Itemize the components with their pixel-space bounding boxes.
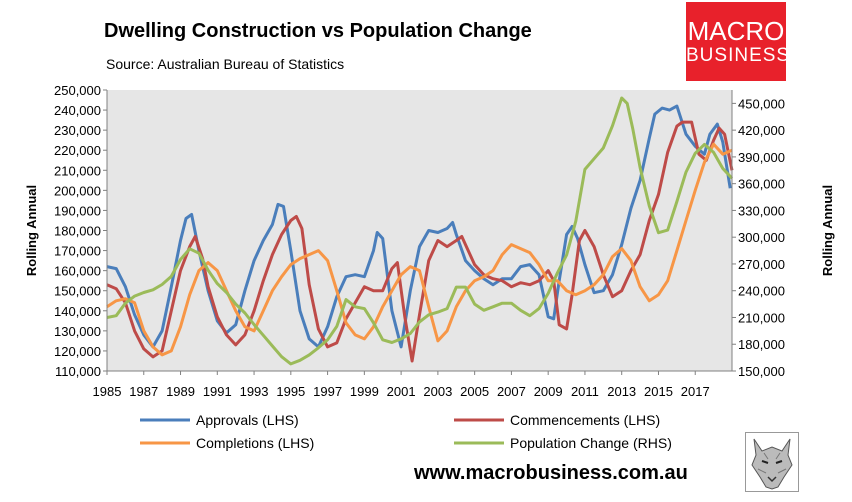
y-left-tick-label: 240,000 bbox=[54, 103, 101, 118]
x-tick-label: 1989 bbox=[166, 384, 195, 399]
y-left-tick-label: 250,000 bbox=[54, 83, 101, 98]
legend-label-1: Approvals (LHS) bbox=[196, 412, 299, 428]
y-right-tick-label: 240,000 bbox=[738, 284, 785, 299]
x-tick-label: 2013 bbox=[607, 384, 636, 399]
y-right-tick-label: 300,000 bbox=[738, 230, 785, 245]
y-right-tick-label: 420,000 bbox=[738, 123, 785, 138]
legend-label-2: Commencements (LHS) bbox=[510, 412, 660, 428]
y-right-tick-label: 210,000 bbox=[738, 310, 785, 325]
x-tick-label: 2005 bbox=[460, 384, 489, 399]
y-right-tick-label: 330,000 bbox=[738, 203, 785, 218]
y-axis-right-title: Rolling Annual bbox=[820, 185, 835, 276]
x-tick-label: 2001 bbox=[387, 384, 416, 399]
y-right-tick-label: 450,000 bbox=[738, 96, 785, 111]
y-left-tick-label: 160,000 bbox=[54, 264, 101, 279]
y-right-tick-label: 360,000 bbox=[738, 177, 785, 192]
y-left-tick-label: 150,000 bbox=[54, 284, 101, 299]
y-left-tick-label: 140,000 bbox=[54, 304, 101, 319]
legend: Approvals (LHS) Commencements (LHS) Comple… bbox=[140, 412, 672, 451]
y-left-tick-label: 110,000 bbox=[55, 364, 101, 379]
x-tick-label: 2007 bbox=[497, 384, 526, 399]
x-tick-label: 1993 bbox=[240, 384, 269, 399]
y-left-tick-label: 120,000 bbox=[54, 344, 101, 359]
legend-label-4: Population Change (RHS) bbox=[510, 435, 672, 451]
y-left-tick-label: 130,000 bbox=[54, 324, 101, 339]
y-right-tick-label: 390,000 bbox=[738, 150, 785, 165]
x-tick-label: 1997 bbox=[313, 384, 342, 399]
x-tick-label: 1995 bbox=[276, 384, 305, 399]
macrobusiness-logo[interactable]: MACRO BUSINESS bbox=[686, 2, 791, 81]
y-right-tick-label: 270,000 bbox=[738, 257, 785, 272]
legend-label-3: Completions (LHS) bbox=[196, 435, 314, 451]
axes-layer: 110,000 120,000 130,000 140,000 150,000 160,0… bbox=[24, 83, 835, 399]
series-layer bbox=[106, 96, 734, 366]
y-right-tick-label: 180,000 bbox=[738, 337, 785, 352]
wolf-logo-icon bbox=[745, 432, 799, 492]
y-axis-left-title: Rolling Annual bbox=[24, 185, 39, 276]
x-tick-label: 2015 bbox=[644, 384, 673, 399]
x-tick-label: 2017 bbox=[681, 384, 710, 399]
website-url[interactable]: www.macrobusiness.com.au bbox=[414, 462, 688, 484]
series-line-3 bbox=[106, 142, 733, 357]
y-left-tick-label: 200,000 bbox=[54, 183, 101, 198]
x-tick-label: 2003 bbox=[423, 384, 452, 399]
x-tick-label: 1999 bbox=[350, 384, 379, 399]
x-tick-label: 1987 bbox=[129, 384, 158, 399]
logo-line-2: BUSINESS bbox=[686, 45, 791, 66]
y-left-tick-label: 230,000 bbox=[54, 123, 101, 138]
logo-line-1: MACRO bbox=[687, 16, 785, 46]
y-left-tick-label: 220,000 bbox=[54, 143, 101, 158]
y-left-tick-label: 180,000 bbox=[54, 224, 101, 239]
y-left-tick-label: 190,000 bbox=[54, 203, 101, 218]
x-tick-label: 1991 bbox=[203, 384, 232, 399]
chart-title: Dwelling Construction vs Population Chan… bbox=[104, 20, 532, 42]
series-line-4 bbox=[106, 96, 734, 366]
plot-area bbox=[107, 90, 732, 371]
y-left-tick-label: 170,000 bbox=[54, 244, 101, 259]
y-right-tick-label: 150,000 bbox=[738, 364, 785, 379]
x-tick-label: 2009 bbox=[534, 384, 563, 399]
x-tick-label: 2011 bbox=[571, 384, 599, 399]
y-left-tick-label: 210,000 bbox=[54, 163, 101, 178]
x-tick-label: 1985 bbox=[93, 384, 122, 399]
chart-subtitle: Source: Australian Bureau of Statistics bbox=[106, 56, 345, 72]
